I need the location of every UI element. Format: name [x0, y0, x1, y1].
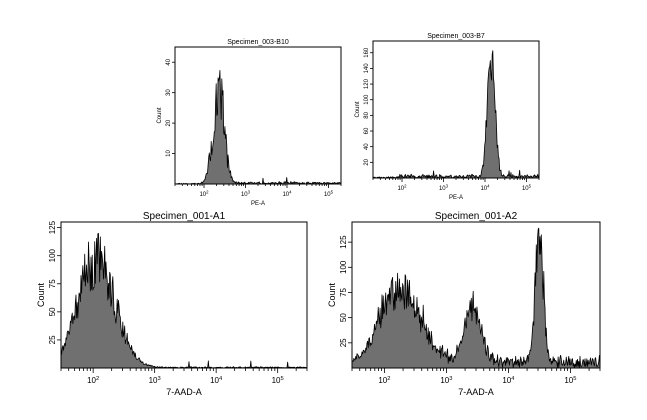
histogram-panel-4: Specimen_001-A2 25 50 75 100 125 Count 102 103 10…	[327, 211, 601, 397]
y-tick-label: 25	[339, 338, 348, 347]
y-tick-label: 100	[339, 260, 348, 274]
x-tick-label: 104	[210, 376, 223, 385]
x-axis-label: PE-A	[449, 195, 463, 201]
histogram-series	[174, 70, 342, 185]
y-tick-label: 120	[364, 78, 370, 89]
x-tick-label: 103	[149, 376, 161, 385]
y-tick-label: 100	[364, 94, 370, 105]
histogram-series	[60, 232, 308, 369]
x-axis-label: PE-A	[251, 201, 265, 207]
y-tick-label: 125	[48, 220, 57, 234]
y-tick-label: 20	[364, 158, 370, 165]
histogram-panel-3: Specimen_001-A1 25 50 75 100 125 Count 102 103 10…	[36, 211, 308, 397]
y-tick-label: 75	[339, 287, 348, 296]
y-tick-label: 100	[48, 248, 57, 262]
plot-title: Specimen_003-B7	[427, 33, 485, 40]
plot-frame	[174, 46, 342, 185]
y-tick-label: 30	[166, 89, 172, 96]
x-tick-label: 105	[324, 190, 334, 198]
y-axis-label: Count	[327, 283, 337, 308]
histogram-panel-1: Specimen_003-B10 10 20 30 40 Count 102 103 104 10…	[157, 39, 342, 207]
x-tick-label: 102	[397, 184, 407, 192]
y-axis-label: Count	[355, 101, 361, 117]
y-tick-label: 50	[48, 307, 57, 316]
x-tick-label: 103	[241, 190, 251, 198]
x-tick-label: 104	[480, 184, 490, 192]
y-tick-label: 50	[339, 313, 348, 322]
plot-frame	[372, 40, 540, 179]
y-tick-label: 60	[364, 127, 370, 134]
plot-title: Specimen_001-A2	[435, 211, 518, 222]
y-tick-label: 25	[48, 335, 57, 344]
x-tick-label: 102	[199, 190, 209, 198]
y-tick-label: 10	[166, 150, 172, 157]
histogram-series	[372, 50, 540, 179]
plot-title: Specimen_001-A1	[143, 211, 226, 222]
y-tick-label: 40	[166, 58, 172, 65]
x-tick-label: 105	[272, 376, 284, 385]
x-tick-label: 105	[564, 376, 576, 385]
y-tick-label: 80	[364, 111, 370, 118]
x-axis-label: 7-AAD-A	[166, 387, 202, 397]
histogram-series	[351, 227, 601, 369]
x-tick-label: 104	[282, 190, 292, 198]
x-tick-label: 102	[378, 376, 390, 385]
y-tick-label: 140	[364, 63, 370, 74]
x-tick-label: 104	[502, 376, 515, 385]
y-axis-label: Count	[36, 283, 46, 308]
x-tick-label: 103	[440, 376, 452, 385]
y-tick-label: 160	[364, 47, 370, 58]
x-tick-label: 102	[87, 376, 99, 385]
y-tick-label: 20	[166, 119, 172, 126]
histogram-panel-2: Specimen_003-B7 20 40 60 80 100 120 140 160 Count…	[355, 33, 540, 201]
y-axis-label: Count	[157, 107, 163, 123]
y-tick-label: 75	[48, 279, 57, 288]
plot-title: Specimen_003-B10	[227, 39, 289, 46]
x-tick-label: 105	[522, 184, 532, 192]
x-axis-label: 7-AAD-A	[458, 387, 494, 397]
y-tick-label: 125	[339, 235, 348, 249]
x-tick-label: 103	[439, 184, 449, 192]
y-tick-label: 40	[364, 143, 370, 150]
